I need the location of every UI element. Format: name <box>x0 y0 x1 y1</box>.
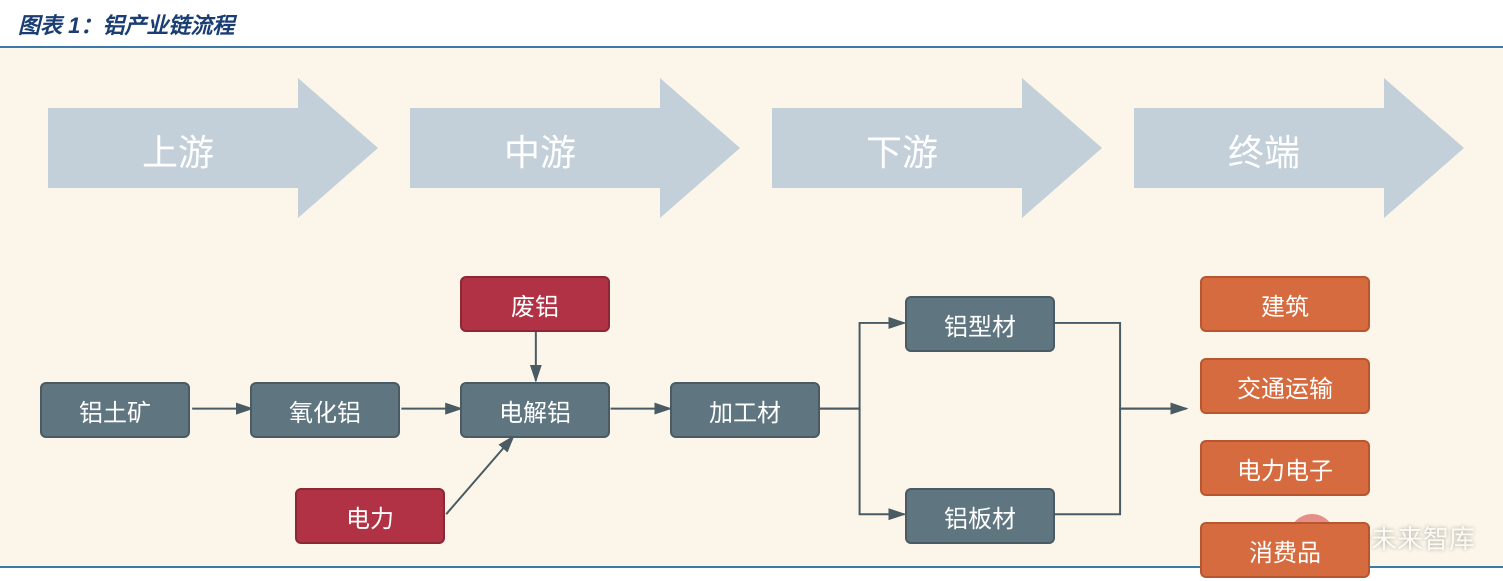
node-elec: 电力电子 <box>1200 440 1370 496</box>
phase-label-downstream: 下游 <box>802 124 1002 176</box>
diagram-canvas: 头条 @未来智库 上游中游下游终端铝土矿氧化铝废铝电解铝电力加工材铝型材铝板材建… <box>0 48 1503 568</box>
figure-title-bar: 图表 1：铝产业链流程 <box>0 0 1503 48</box>
node-scrap: 废铝 <box>460 276 610 332</box>
phase-label-upstream: 上游 <box>78 124 278 176</box>
node-construct: 建筑 <box>1200 276 1370 332</box>
node-power: 电力 <box>295 488 445 544</box>
node-bauxite: 铝土矿 <box>40 382 190 438</box>
node-profile: 铝型材 <box>905 296 1055 352</box>
phase-label-midstream: 中游 <box>440 124 640 176</box>
figure-title: 图表 1：铝产业链流程 <box>18 13 234 38</box>
phase-label-terminal: 终端 <box>1164 124 1364 176</box>
node-processed: 加工材 <box>670 382 820 438</box>
node-alumina: 氧化铝 <box>250 382 400 438</box>
node-plate: 铝板材 <box>905 488 1055 544</box>
node-electro: 电解铝 <box>460 382 610 438</box>
node-transport: 交通运输 <box>1200 358 1370 414</box>
node-consumer: 消费品 <box>1200 522 1370 578</box>
